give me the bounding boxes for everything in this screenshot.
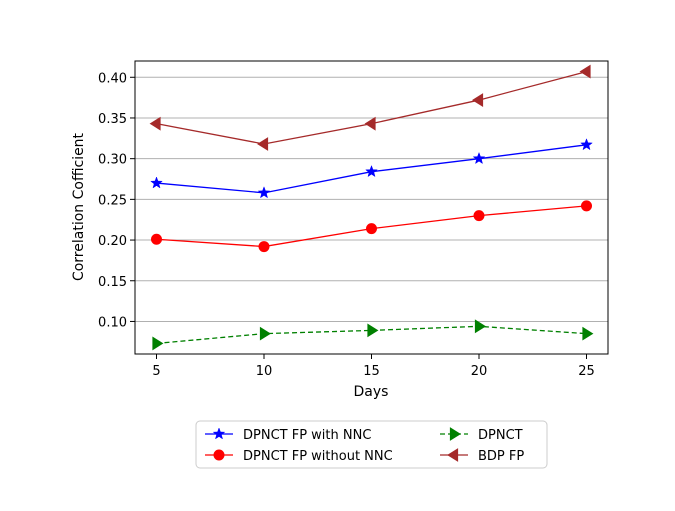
data-point — [367, 323, 379, 338]
legend-item: DPNCT FP with NNC — [205, 427, 371, 443]
data-point — [365, 164, 378, 178]
legend-marker — [447, 448, 459, 462]
legend-box — [195, 420, 548, 469]
y-tick-label: 0.10 — [98, 315, 127, 330]
legend-label: DPNCT FP with NNC — [243, 428, 371, 443]
legend-marker — [213, 449, 225, 461]
data-point — [258, 241, 270, 253]
x-tick-label: 20 — [471, 364, 488, 379]
data-point — [364, 116, 376, 131]
x-tick-label: 25 — [578, 364, 595, 379]
data-point — [259, 326, 271, 341]
data-point — [474, 319, 486, 334]
y-tick-label: 0.15 — [98, 275, 127, 290]
data-point — [579, 64, 591, 79]
legend: DPNCT FP with NNC DPNCT FP without NNC DPN… — [195, 420, 548, 469]
y-axis: 0.10 0.15 0.20 0.25 0.30 0.35 0.40 — [98, 71, 135, 330]
series-layer — [149, 64, 594, 351]
y-axis-label: Correlation Cofficient — [71, 132, 87, 281]
data-point — [473, 210, 485, 222]
y-tick-label: 0.35 — [98, 112, 127, 127]
data-point — [257, 137, 269, 151]
x-tick-label: 15 — [363, 364, 380, 379]
x-tick-label: 5 — [152, 364, 160, 379]
legend-label: DPNCT — [478, 428, 523, 443]
data-point — [257, 186, 271, 199]
data-point — [581, 200, 592, 212]
legend-marker — [449, 427, 461, 441]
x-tick-label: 10 — [256, 364, 273, 379]
data-point — [151, 233, 162, 245]
series-2 — [152, 319, 594, 351]
series-1 — [151, 200, 592, 253]
x-axis-label: Days — [354, 384, 389, 400]
legend-item: DPNCT FP without NNC — [205, 449, 393, 464]
data-point — [582, 326, 594, 341]
data-point — [366, 223, 377, 235]
y-tick-label: 0.40 — [98, 71, 127, 86]
legend-label: DPNCT FP without NNC — [243, 449, 393, 464]
data-point — [472, 93, 484, 107]
legend-label: BDP FP — [478, 449, 524, 464]
data-point — [150, 176, 163, 189]
legend-item: BDP FP — [440, 448, 524, 464]
y-tick-label: 0.25 — [98, 193, 127, 208]
series-0 — [150, 138, 593, 199]
data-point — [149, 116, 161, 131]
data-point — [472, 151, 486, 165]
grid-lines — [135, 76, 608, 322]
legend-marker — [212, 427, 226, 440]
data-point — [580, 138, 593, 151]
y-tick-label: 0.30 — [98, 153, 127, 168]
series-3 — [149, 64, 591, 151]
data-point — [152, 336, 164, 351]
legend-item: DPNCT — [440, 427, 523, 443]
x-axis: 5 10 15 20 25 — [152, 354, 595, 379]
y-tick-label: 0.20 — [98, 234, 127, 249]
